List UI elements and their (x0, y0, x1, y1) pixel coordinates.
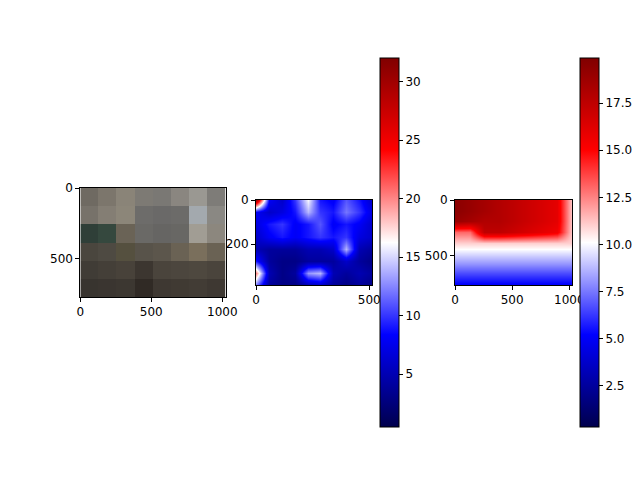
svg-text:15: 15 (405, 250, 420, 264)
svg-text:500: 500 (501, 293, 524, 307)
svg-text:20: 20 (405, 192, 420, 206)
svg-text:7.5: 7.5 (605, 285, 624, 299)
svg-text:0: 0 (77, 305, 85, 319)
svg-text:1000: 1000 (207, 305, 238, 319)
svg-text:5.0: 5.0 (605, 332, 624, 346)
svg-text:1000: 1000 (554, 293, 585, 307)
svg-text:25: 25 (405, 133, 420, 147)
svg-text:30: 30 (405, 75, 420, 89)
svg-text:500: 500 (140, 305, 163, 319)
svg-text:0: 0 (65, 181, 73, 195)
svg-text:5: 5 (405, 367, 413, 381)
svg-text:0: 0 (241, 193, 249, 207)
svg-text:15.0: 15.0 (605, 143, 632, 157)
svg-text:500: 500 (358, 293, 381, 307)
svg-text:0: 0 (451, 293, 459, 307)
svg-text:10.0: 10.0 (605, 238, 632, 252)
svg-text:17.5: 17.5 (605, 96, 632, 110)
svg-text:10: 10 (405, 309, 420, 323)
svg-text:0: 0 (252, 293, 260, 307)
svg-text:2.5: 2.5 (605, 379, 624, 393)
svg-text:12.5: 12.5 (605, 191, 632, 205)
svg-text:500: 500 (50, 252, 73, 266)
svg-text:0: 0 (440, 193, 448, 207)
svg-text:200: 200 (226, 237, 249, 251)
svg-text:500: 500 (425, 249, 448, 263)
